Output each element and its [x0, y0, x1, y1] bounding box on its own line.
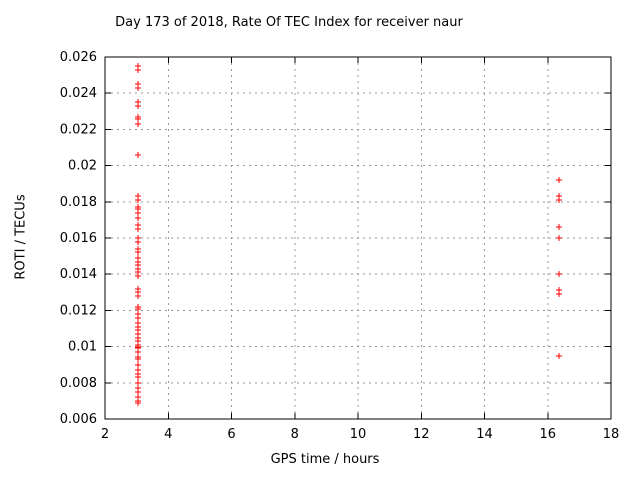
x-tick-label: 18	[603, 427, 620, 442]
y-tick-label: 0.024	[60, 86, 97, 101]
y-tick-label: 0.026	[60, 50, 97, 65]
y-tick-label: 0.012	[60, 303, 97, 318]
x-tick-label: 10	[350, 427, 367, 442]
y-tick-label: 0.006	[60, 412, 97, 427]
y-tick-label: 0.014	[60, 267, 97, 282]
x-tick-label: 8	[291, 427, 299, 442]
y-tick-label: 0.01	[68, 340, 97, 355]
y-tick-label: 0.018	[60, 195, 97, 210]
y-tick-label: 0.016	[60, 231, 97, 246]
chart-title: Day 173 of 2018, Rate Of TEC Index for r…	[115, 15, 463, 30]
x-tick-label: 4	[164, 427, 172, 442]
y-tick-label: 0.02	[68, 159, 97, 174]
x-tick-label: 12	[413, 427, 430, 442]
x-tick-label: 14	[476, 427, 493, 442]
x-axis-label: GPS time / hours	[270, 452, 380, 467]
x-tick-label: 16	[539, 427, 556, 442]
y-tick-label: 0.008	[60, 376, 97, 391]
x-tick-label: 6	[227, 427, 235, 442]
y-tick-label: 0.022	[60, 122, 97, 137]
x-tick-label: 2	[101, 427, 109, 442]
